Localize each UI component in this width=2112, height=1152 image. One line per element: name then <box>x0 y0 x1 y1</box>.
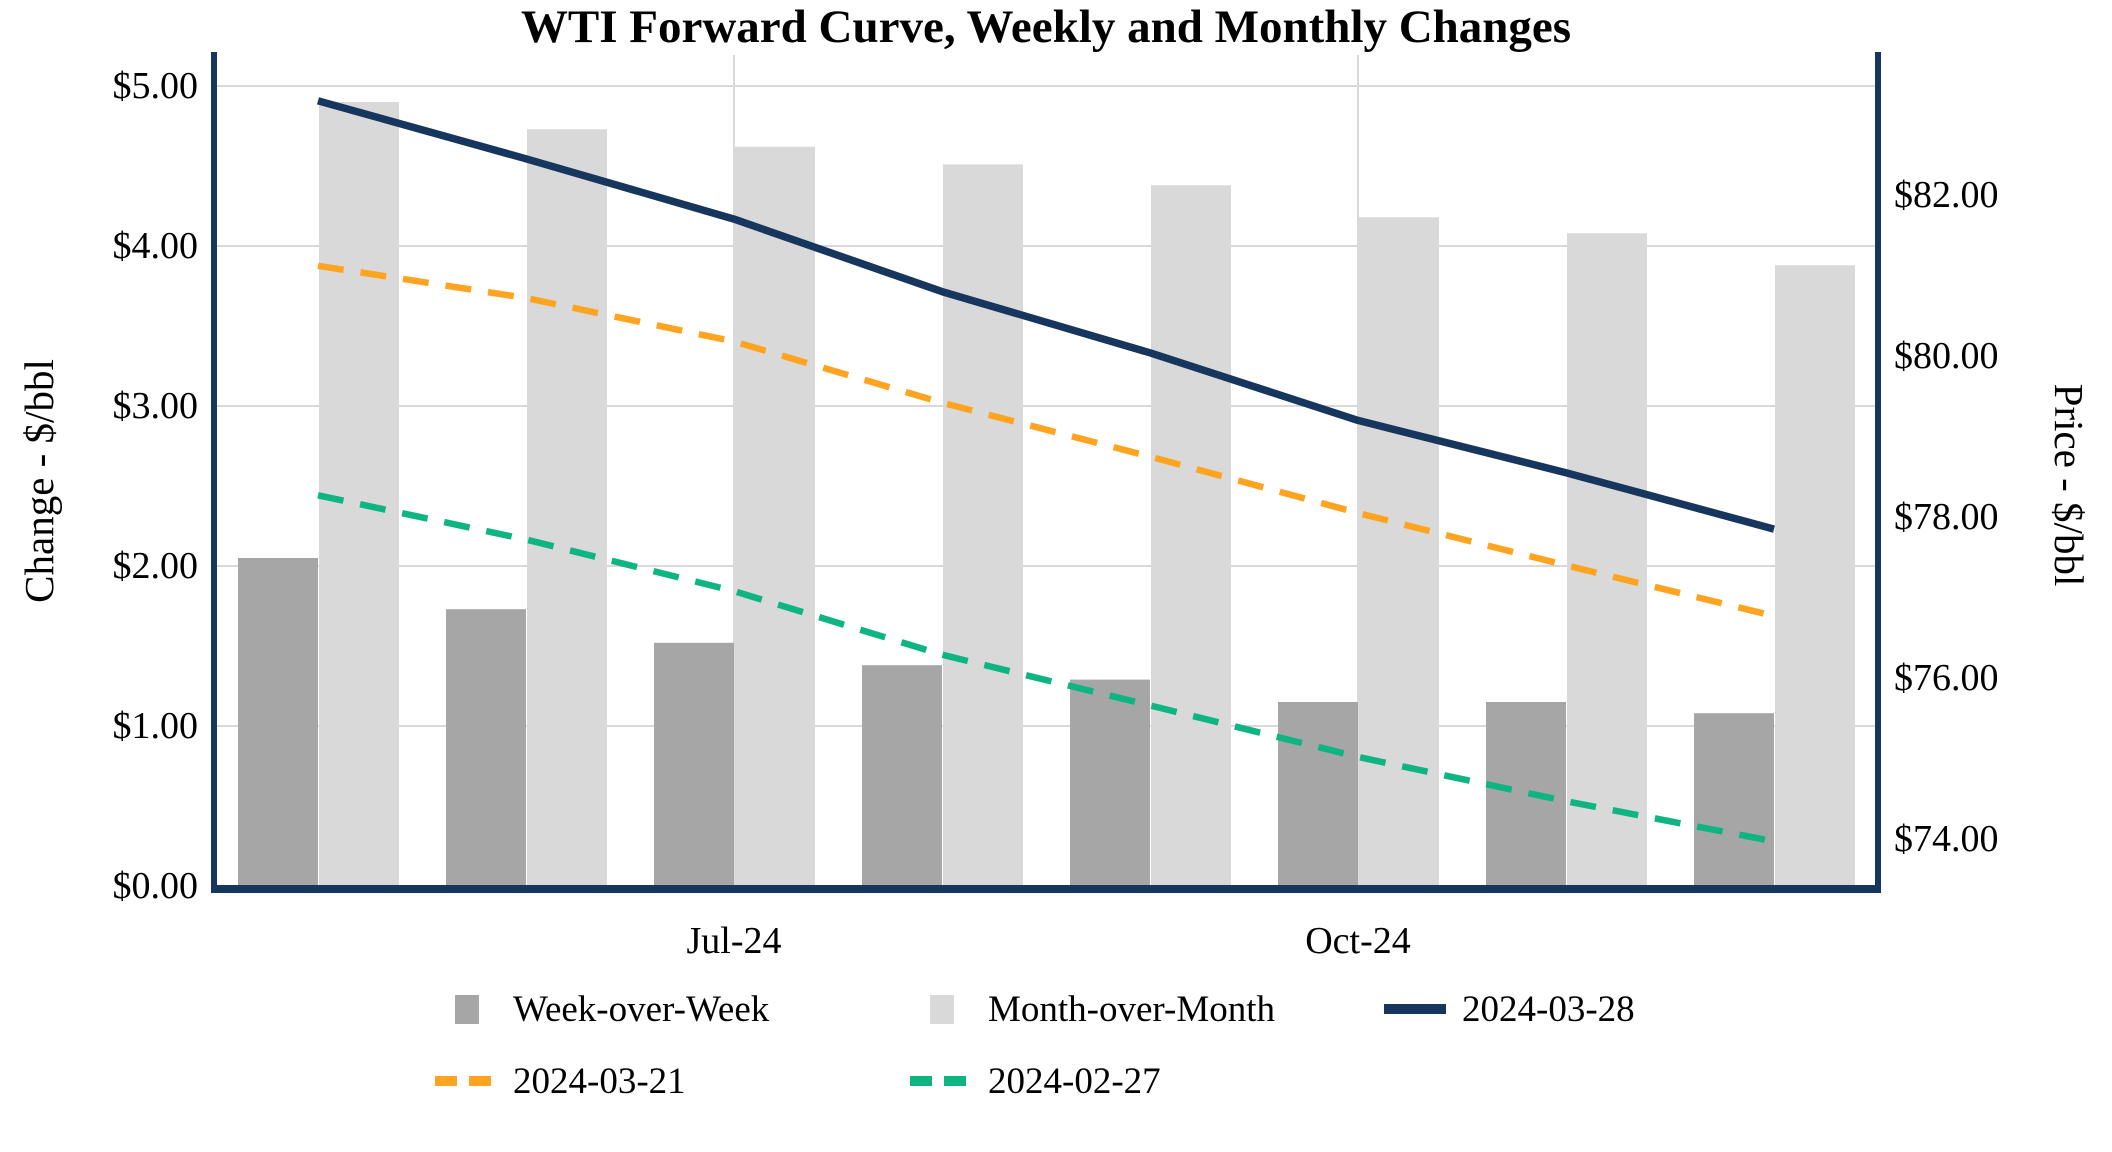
bar-month-over-month <box>1567 233 1647 886</box>
legend-label: Month-over-Month <box>988 988 1276 1030</box>
legend-item-2024-03-28: 2024-03-28 <box>1384 986 1635 1032</box>
chart-legend: Week-over-Week Month-over-Month 2024-03-28… <box>435 986 1635 1104</box>
left-axis-tick-label: $4.00 <box>113 225 199 267</box>
right-axis-tick-label: $80.00 <box>1894 335 1999 377</box>
line-swatch-icon <box>1384 1004 1446 1014</box>
bar-month-over-month <box>319 102 399 886</box>
right-axis-tick-label: $76.00 <box>1894 657 1999 699</box>
legend-item-month-over-month: Month-over-Month <box>910 986 1384 1032</box>
legend-label: Week-over-Week <box>513 988 770 1030</box>
left-axis-tick-label: $5.00 <box>113 65 199 107</box>
bar-week-over-week <box>862 665 942 886</box>
line-2024-03-28 <box>316 97 1775 533</box>
left-axis-tick-label: $3.00 <box>113 385 199 427</box>
chart-title: WTI Forward Curve, Weekly and Monthly Ch… <box>520 1 1572 53</box>
legend-item-2024-03-21: 2024-03-21 <box>435 1058 910 1104</box>
bar-week-over-week <box>1486 702 1566 886</box>
line-swatch-icon <box>435 1076 497 1086</box>
line-2024-02-27 <box>317 492 1775 845</box>
right-axis-tick-label: $74.00 <box>1894 818 1999 860</box>
bar-week-over-week <box>238 558 318 886</box>
bar-month-over-month <box>943 164 1023 886</box>
legend-label: 2024-03-28 <box>1462 988 1635 1030</box>
legend-label: 2024-03-21 <box>513 1060 686 1102</box>
left-axis-tick-label: $0.00 <box>113 865 199 907</box>
bar-week-over-week <box>1278 702 1358 886</box>
bar-week-over-week <box>1070 679 1150 886</box>
x-axis-tick-label: Oct-24 <box>1305 920 1411 962</box>
legend-item-2024-02-27: 2024-02-27 <box>910 1058 1384 1104</box>
bar-month-over-month <box>1151 185 1231 886</box>
line-2024-03-21 <box>317 262 1775 620</box>
right-axis-tick-label: $82.00 <box>1894 174 1999 216</box>
right-axis-line <box>1875 52 1881 893</box>
bar-swatch-icon <box>435 994 497 1024</box>
left-axis-line <box>211 52 217 893</box>
left-axis-tick-label: $2.00 <box>113 545 199 587</box>
x-axis-tick-label: Jul-24 <box>687 920 782 962</box>
bar-week-over-week <box>654 642 734 886</box>
bar-month-over-month <box>735 146 815 887</box>
right-axis-tick-label: $78.00 <box>1894 496 1999 538</box>
left-axis-tick-label: $1.00 <box>113 705 199 747</box>
legend-item-week-over-week: Week-over-Week <box>435 986 910 1032</box>
bar-month-over-month <box>527 129 607 886</box>
line-swatch-icon <box>910 1076 972 1086</box>
bar-month-over-month <box>1775 265 1855 886</box>
legend-label: 2024-02-27 <box>988 1060 1161 1102</box>
bottom-axis-line <box>211 885 1881 893</box>
bar-swatch-icon <box>910 994 972 1024</box>
bar-week-over-week <box>1694 713 1774 886</box>
bar-month-over-month <box>1359 217 1439 886</box>
bar-week-over-week <box>446 609 526 886</box>
